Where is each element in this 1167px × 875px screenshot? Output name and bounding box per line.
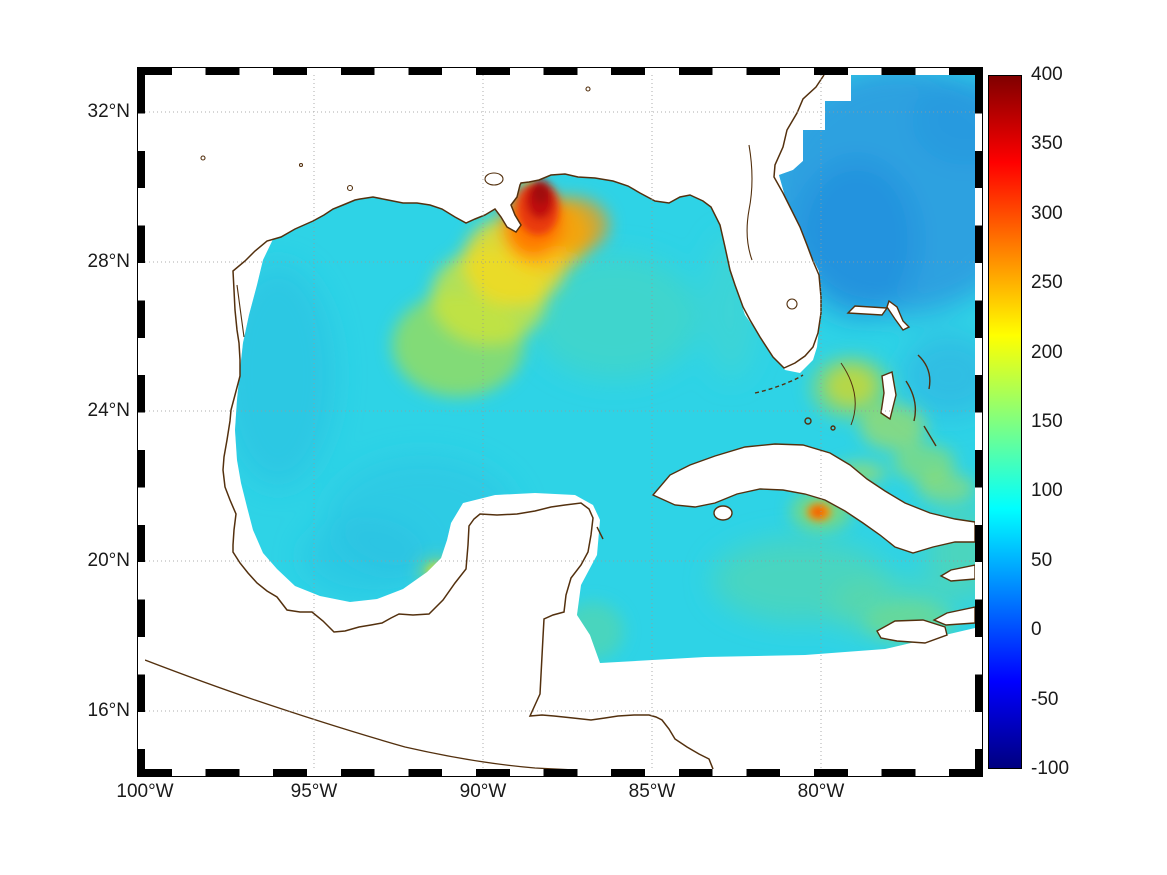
colorbar-tick-label: 0 — [1031, 619, 1042, 641]
florida-keys — [754, 374, 804, 394]
x-tick-label: 95°W — [290, 781, 338, 802]
inland-lake — [298, 162, 304, 168]
mainland-coastline — [222, 74, 825, 770]
bahama-bank-edge — [840, 362, 856, 426]
abaco — [886, 299, 911, 331]
grand-bahama — [846, 305, 889, 316]
campeche-yellow-spot — [427, 564, 447, 580]
colorbar-tick-label: 200 — [1031, 341, 1063, 363]
eleuthera — [917, 354, 931, 390]
isla-juventud — [713, 505, 733, 521]
colorbar — [988, 75, 1022, 769]
belize-green-spot — [543, 629, 557, 641]
y-tick-label: 20°N — [87, 550, 130, 571]
colorbar-labels: 400 350 300 250 200 150 100 50 0 -50 -10… — [1031, 64, 1069, 780]
colorbar-tick-label: 300 — [1031, 202, 1063, 224]
colorbar-tick-label: 150 — [1031, 410, 1063, 432]
colorbar-tick-label: 50 — [1031, 549, 1053, 571]
laguna-madre — [236, 284, 245, 338]
y-tick-label: 16°N — [87, 700, 130, 721]
map-svg — [144, 74, 976, 771]
inland-lake — [585, 86, 591, 92]
colorbar-tick-label: 100 — [1031, 480, 1063, 502]
cay-sal — [804, 417, 812, 425]
frame-right-border — [974, 75, 983, 769]
lake-okeechobee — [786, 298, 798, 310]
plot-area — [144, 74, 976, 771]
exuma-chain — [905, 380, 917, 422]
colorbar-tick-label: 350 — [1031, 133, 1063, 155]
y-tick-label: 32°N — [87, 101, 130, 122]
lake-pontchartrain — [484, 172, 504, 186]
colorbar-tick-label: -100 — [1031, 757, 1070, 779]
inland-lake — [200, 155, 206, 161]
andros — [880, 371, 897, 421]
jamaica-island — [876, 619, 948, 644]
y-tick-label: 28°N — [87, 251, 130, 272]
inland-lake — [346, 184, 354, 192]
islands — [596, 299, 976, 644]
inland-features — [200, 86, 798, 338]
cuba-island — [651, 443, 976, 554]
y-tick-label: 24°N — [87, 400, 130, 421]
x-tick-label: 90°W — [459, 781, 507, 802]
st-johns-river — [746, 144, 753, 261]
x-tick-label: 80°W — [797, 781, 845, 802]
x-tick-label: 100°W — [116, 781, 174, 802]
colorbar-tick-label: 400 — [1031, 64, 1063, 85]
frame-bottom-border — [137, 768, 983, 777]
colorbar-tick-label: -50 — [1031, 688, 1059, 710]
pacific-coastline — [144, 659, 576, 771]
cozumel — [596, 526, 604, 540]
x-tick-label: 85°W — [628, 781, 676, 802]
heat-field — [235, 75, 975, 660]
mainland-fill — [145, 75, 824, 769]
long-island-bahamas — [923, 425, 937, 447]
cay — [830, 425, 836, 431]
landmass — [144, 74, 825, 771]
colorbar-tick-label: 250 — [1031, 272, 1063, 294]
